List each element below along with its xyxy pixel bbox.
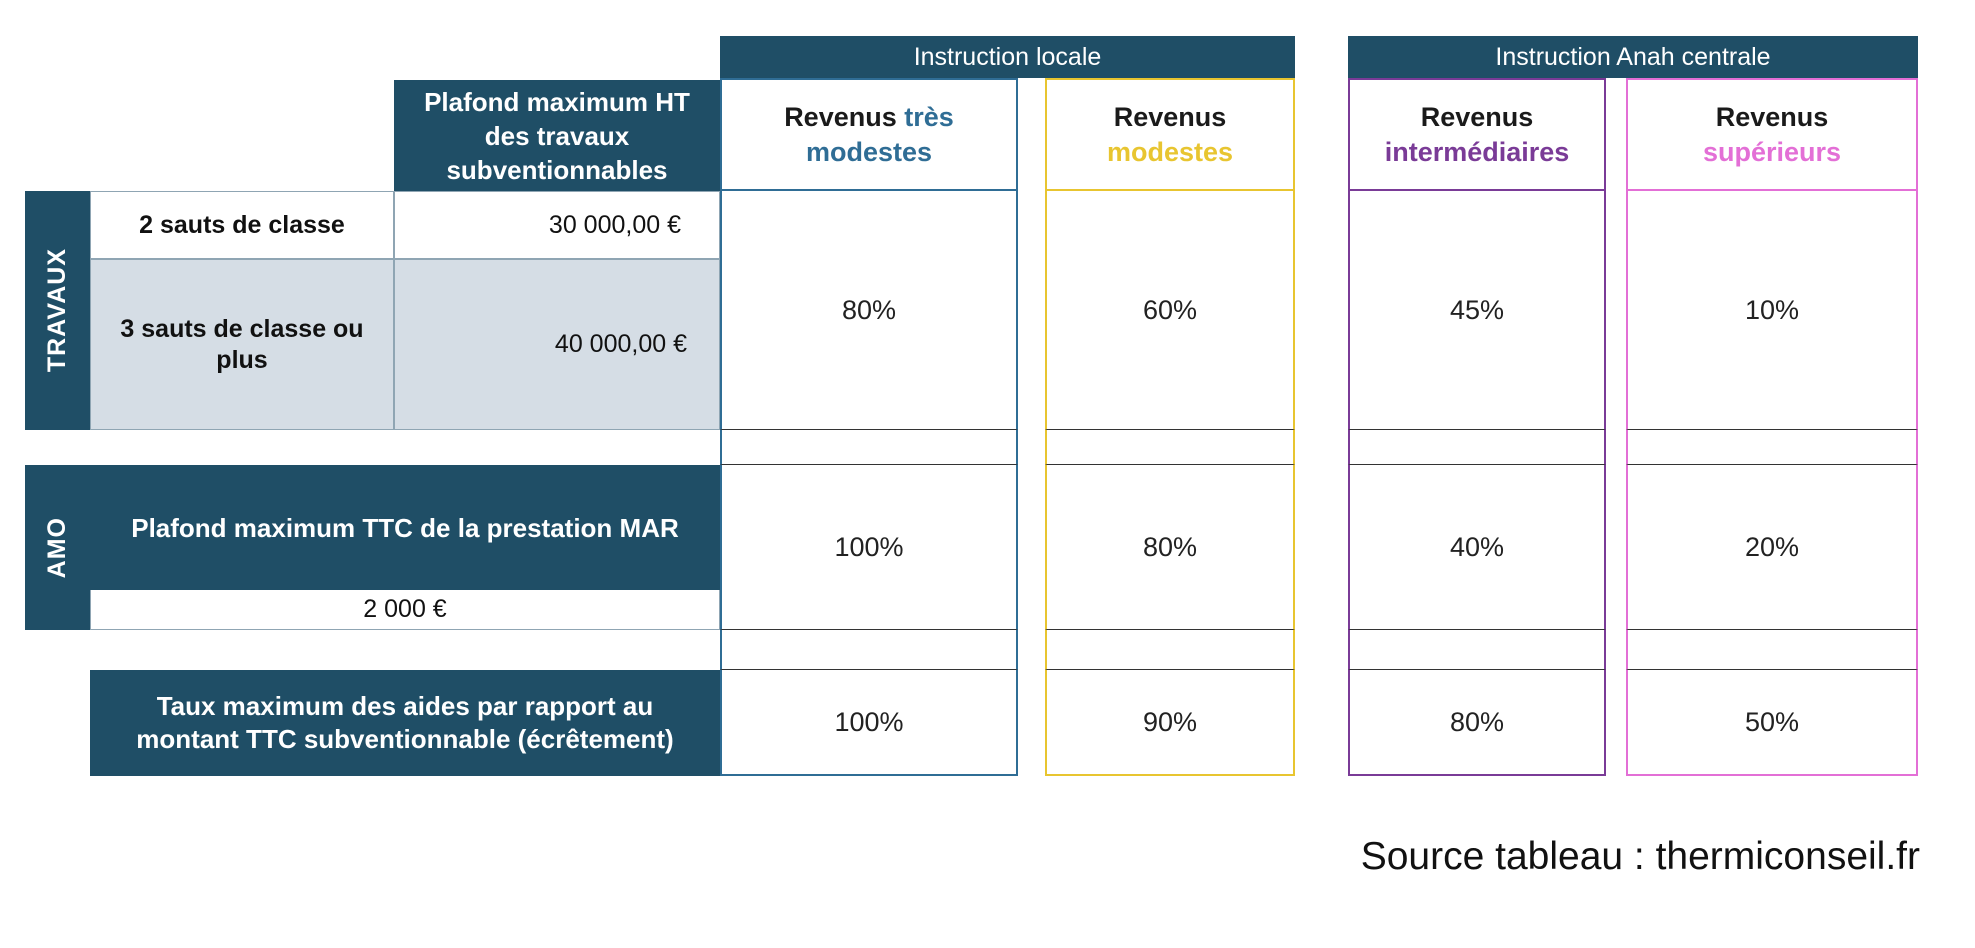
revenus-word: Revenus [784, 101, 897, 132]
group-header-instruction-centrale: Instruction Anah centrale [1348, 36, 1918, 78]
group-header-label: Instruction locale [913, 42, 1102, 71]
amo-section-label: AMO [25, 465, 90, 630]
travaux-row2-label: 3 sauts de classe ou plus [90, 259, 394, 430]
spacer-cell [1045, 630, 1295, 670]
revenus-word: Revenus [1113, 101, 1227, 132]
group-header-instruction-locale: Instruction locale [720, 36, 1295, 78]
amo-rate-superieurs: 20% [1626, 465, 1918, 630]
ecretement-label: Taux maximum des aides par rapport au mo… [90, 670, 720, 776]
spacer-cell [1348, 630, 1606, 670]
col-header-tres-modestes: Revenus très modestes [720, 78, 1018, 191]
category-word: très [904, 101, 954, 132]
travaux-rate-tres-modestes: 80% [720, 191, 1018, 430]
ecretement-rate-intermediaires: 80% [1348, 670, 1606, 776]
travaux-rate-superieurs: 10% [1626, 191, 1918, 430]
travaux-row1-label: 2 sauts de classe [90, 191, 394, 259]
category-word: modestes [1106, 136, 1234, 167]
spacer-cell [1348, 430, 1606, 465]
ecretement-rate-modestes: 90% [1045, 670, 1295, 776]
plafond-travaux-header: Plafond maximum HT des travaux subventio… [394, 80, 720, 191]
col-header-superieurs: Revenus supérieurs [1626, 78, 1918, 191]
travaux-row1-amount: 30 000,00 € [394, 191, 720, 259]
category-word: supérieurs [1702, 136, 1842, 167]
amo-amount: 2 000 € [90, 590, 720, 630]
spacer-cell [1045, 430, 1295, 465]
revenus-word: Revenus [1715, 101, 1829, 132]
amo-label: Plafond maximum TTC de la prestation MAR [90, 465, 720, 590]
revenus-word: Revenus [1420, 101, 1534, 132]
spacer-cell [720, 430, 1018, 465]
category-word: intermédiaires [1384, 136, 1570, 167]
col-header-modestes: Revenus modestes [1045, 78, 1295, 191]
spacer-cell [1626, 630, 1918, 670]
ecretement-rate-tres-modestes: 100% [720, 670, 1018, 776]
travaux-row2-amount: 40 000,00 € [394, 259, 720, 430]
travaux-rate-intermediaires: 45% [1348, 191, 1606, 430]
source-caption: Source tableau : thermiconseil.fr [1360, 835, 1920, 878]
spacer-cell [720, 630, 1018, 670]
spacer-cell [1626, 430, 1918, 465]
amo-rate-tres-modestes: 100% [720, 465, 1018, 630]
travaux-rate-modestes: 60% [1045, 191, 1295, 430]
travaux-section-label: TRAVAUX [25, 191, 90, 430]
amo-rate-intermediaires: 40% [1348, 465, 1606, 630]
group-header-label: Instruction Anah centrale [1495, 42, 1771, 71]
amo-rate-modestes: 80% [1045, 465, 1295, 630]
category-word: modestes [805, 136, 933, 167]
col-header-intermediaires: Revenus intermédiaires [1348, 78, 1606, 191]
ecretement-rate-superieurs: 50% [1626, 670, 1918, 776]
